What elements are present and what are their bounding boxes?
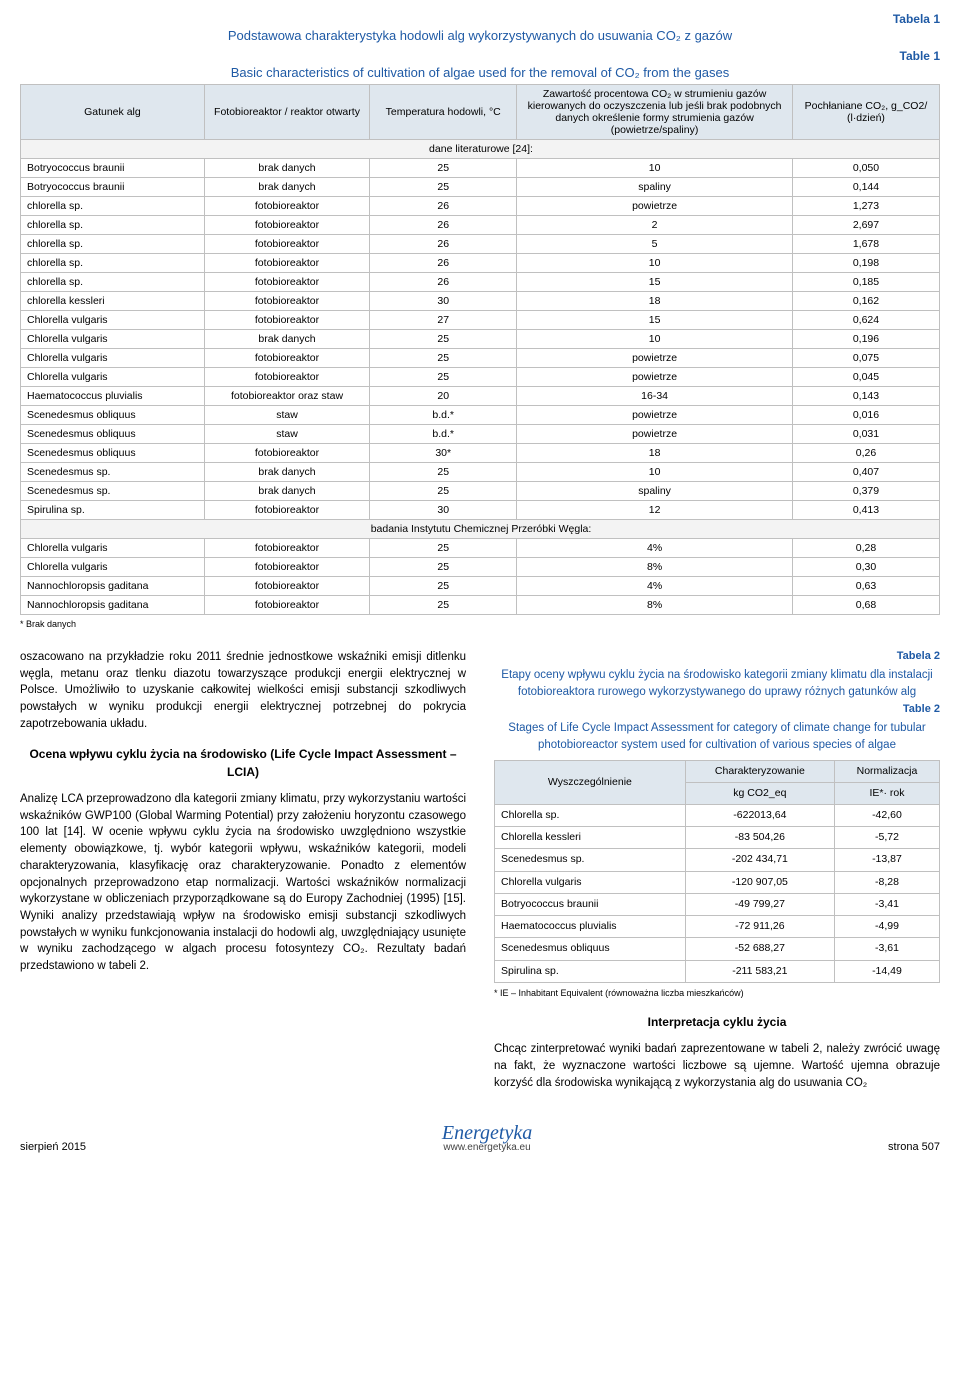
table-row: Nannochloropsis gaditanafotobioreaktor25…	[21, 577, 940, 596]
table-row: chlorella sp.fotobioreaktor26powietrze1,…	[21, 197, 940, 216]
t2-h-sub1: kg CO2_eq	[685, 782, 834, 804]
t1-h2: Fotobioreaktor / reaktor otwarty	[204, 85, 369, 140]
table-row: Scenedesmus obliquusfotobioreaktor30*180…	[21, 444, 940, 463]
table-row: Chlorella vulgarisfotobioreaktor25powiet…	[21, 349, 940, 368]
table-row: Chlorella sp.-622013,64-42,60	[495, 805, 940, 827]
footer-url: www.energetyka.eu	[442, 1143, 532, 1153]
table1-title-en: Basic characteristics of cultivation of …	[20, 65, 940, 80]
right-subheading: Interpretacja cyklu życia	[494, 1014, 940, 1031]
table-row: Scenedesmus sp.brak danych25100,407	[21, 463, 940, 482]
table-row: Scenedesmus obliquus-52 688,27-3,61	[495, 938, 940, 960]
left-p2: Analizę LCA przeprowadzono dla kategorii…	[20, 791, 466, 974]
table-row: Chlorella kessleri-83 504,26-5,72	[495, 827, 940, 849]
table2-title-en: Stages of Life Cycle Impact Assessment f…	[494, 720, 940, 753]
page-footer: sierpień 2015 Energetyka www.energetyka.…	[20, 1123, 940, 1153]
table-row: Chlorella vulgaris-120 907,05-8,28	[495, 871, 940, 893]
t1-h5: Pochłaniane CO₂, g_CO2/ (l·dzień)	[792, 85, 939, 140]
right-p1: Chcąc zinterpretować wyniki badań zaprez…	[494, 1041, 940, 1091]
table2: Wyszczególnienie Charakteryzowanie Norma…	[494, 760, 940, 983]
table1: Gatunek alg Fotobioreaktor / reaktor otw…	[20, 84, 940, 615]
table-row: Nannochloropsis gaditanafotobioreaktor25…	[21, 596, 940, 615]
table-row: Botryococcus braunii-49 799,27-3,41	[495, 893, 940, 915]
table2-label-pl: Tabela 2	[494, 649, 940, 665]
t2-h-sub2: IE*· rok	[834, 782, 939, 804]
footer-center: Energetyka www.energetyka.eu	[442, 1123, 532, 1153]
table-row: chlorella sp.fotobioreaktor26100,198	[21, 254, 940, 273]
table-row: Scenedesmus obliquusstawb.d.*powietrze0,…	[21, 425, 940, 444]
table-row: chlorella sp.fotobioreaktor2651,678	[21, 235, 940, 254]
table-row: Chlorella vulgarisfotobioreaktor27150,62…	[21, 311, 940, 330]
t1-h4: Zawartość procentowa CO₂ w strumieniu ga…	[517, 85, 793, 140]
table-row: Chlorella vulgarisbrak danych25100,196	[21, 330, 940, 349]
t2-h-main: Wyszczególnienie	[495, 760, 686, 804]
table2-label-en: Table 2	[494, 702, 940, 718]
table-row: Haematococcus pluvialisfotobioreaktor or…	[21, 387, 940, 406]
table-row: Chlorella vulgarisfotobioreaktor25powiet…	[21, 368, 940, 387]
table-row: Scenedesmus sp.brak danych25spaliny0,379	[21, 482, 940, 501]
t1-h3: Temperatura hodowli, °C	[370, 85, 517, 140]
table-row: chlorella kesslerifotobioreaktor30180,16…	[21, 292, 940, 311]
table-row: chlorella sp.fotobioreaktor26150,185	[21, 273, 940, 292]
table1-label-en: Table 1	[20, 49, 940, 63]
table-row: Botryococcus brauniibrak danych25spaliny…	[21, 178, 940, 197]
table1-header: Tabela 1 Podstawowa charakterystyka hodo…	[20, 12, 940, 80]
table-row: Chlorella vulgarisfotobioreaktor258%0,30	[21, 558, 940, 577]
table1-section-header: dane literaturowe [24]:	[21, 140, 940, 159]
table1-label-pl: Tabela 1	[20, 12, 940, 26]
table-row: Scenedesmus sp.-202 434,71-13,87	[495, 849, 940, 871]
table-row: Botryococcus brauniibrak danych25100,050	[21, 159, 940, 178]
footer-logo: Energetyka	[442, 1123, 532, 1143]
left-subheading: Ocena wpływu cyklu życia na środowisko (…	[20, 746, 466, 781]
right-column: Tabela 2 Etapy oceny wpływu cyklu życia …	[494, 649, 940, 1101]
t2-h-norm: Normalizacja	[834, 760, 939, 782]
table1-title-pl: Podstawowa charakterystyka hodowli alg w…	[20, 28, 940, 43]
table1-section-header: badania Instytutu Chemicznej Przeróbki W…	[21, 520, 940, 539]
table1-footnote: * Brak danych	[20, 619, 940, 629]
footer-right: strona 507	[888, 1141, 940, 1153]
table-row: chlorella sp.fotobioreaktor2622,697	[21, 216, 940, 235]
table-row: Scenedesmus obliquusstawb.d.*powietrze0,…	[21, 406, 940, 425]
left-p1: oszacowano na przykładzie roku 2011 śred…	[20, 649, 466, 732]
table-row: Spirulina sp.-211 583,21-14,49	[495, 960, 940, 982]
table-row: Chlorella vulgarisfotobioreaktor254%0,28	[21, 539, 940, 558]
table2-footnote: * IE – Inhabitant Equivalent (równoważna…	[494, 987, 940, 1000]
t2-h-char: Charakteryzowanie	[685, 760, 834, 782]
table-row: Spirulina sp.fotobioreaktor30120,413	[21, 501, 940, 520]
left-column: oszacowano na przykładzie roku 2011 śred…	[20, 649, 466, 1101]
t1-h1: Gatunek alg	[21, 85, 205, 140]
footer-left: sierpień 2015	[20, 1141, 86, 1153]
table2-title-pl: Etapy oceny wpływu cyklu życia na środow…	[494, 667, 940, 700]
table-row: Haematococcus pluvialis-72 911,26-4,99	[495, 916, 940, 938]
